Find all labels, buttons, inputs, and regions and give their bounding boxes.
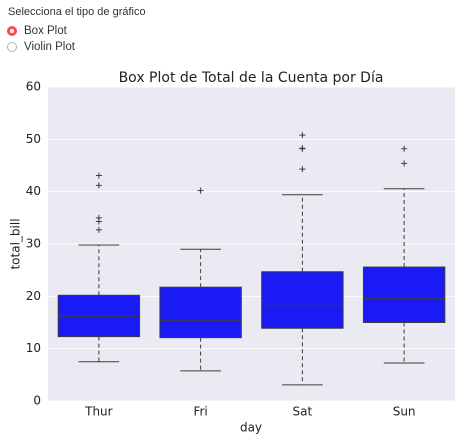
outlier	[299, 166, 306, 173]
x-tick-label: Sun	[393, 405, 416, 419]
outlier	[299, 132, 306, 139]
box	[362, 266, 446, 324]
radio-option-label: Box Plot	[24, 25, 67, 37]
y-tick-label: 30	[26, 237, 41, 251]
outlier	[95, 182, 102, 189]
radio-option-label: Violin Plot	[24, 41, 75, 53]
y-tick-label: 20	[26, 289, 41, 303]
y-tick-label: 40	[26, 184, 41, 198]
outlier	[299, 145, 306, 152]
outlier	[95, 218, 102, 225]
x-tick-label: Fri	[193, 405, 207, 419]
radio-dot	[7, 26, 17, 36]
radio-dot	[7, 42, 17, 52]
x-axis-label: day	[240, 421, 262, 435]
box	[159, 286, 242, 339]
outlier	[95, 172, 102, 179]
chart-title: Box Plot de Total de la Cuenta por Día	[119, 70, 384, 86]
outlier	[197, 187, 204, 194]
y-tick-label: 0	[33, 394, 41, 408]
y-tick-label: 10	[26, 341, 41, 355]
outlier	[401, 145, 408, 152]
y-tick-label: 60	[26, 80, 41, 94]
y-tick-label: 50	[26, 132, 41, 146]
x-tick-label: Thur	[84, 405, 113, 419]
radio-option[interactable]: Box Plot	[7, 25, 67, 37]
x-tick-label: Sat	[293, 405, 313, 419]
radio-label: Selecciona el tipo de gráfico	[8, 6, 146, 18]
outlier	[401, 160, 408, 167]
box	[261, 271, 344, 329]
y-axis-label: total_bill	[9, 218, 23, 269]
outlier	[95, 226, 102, 233]
radio-option[interactable]: Violin Plot	[7, 41, 75, 53]
